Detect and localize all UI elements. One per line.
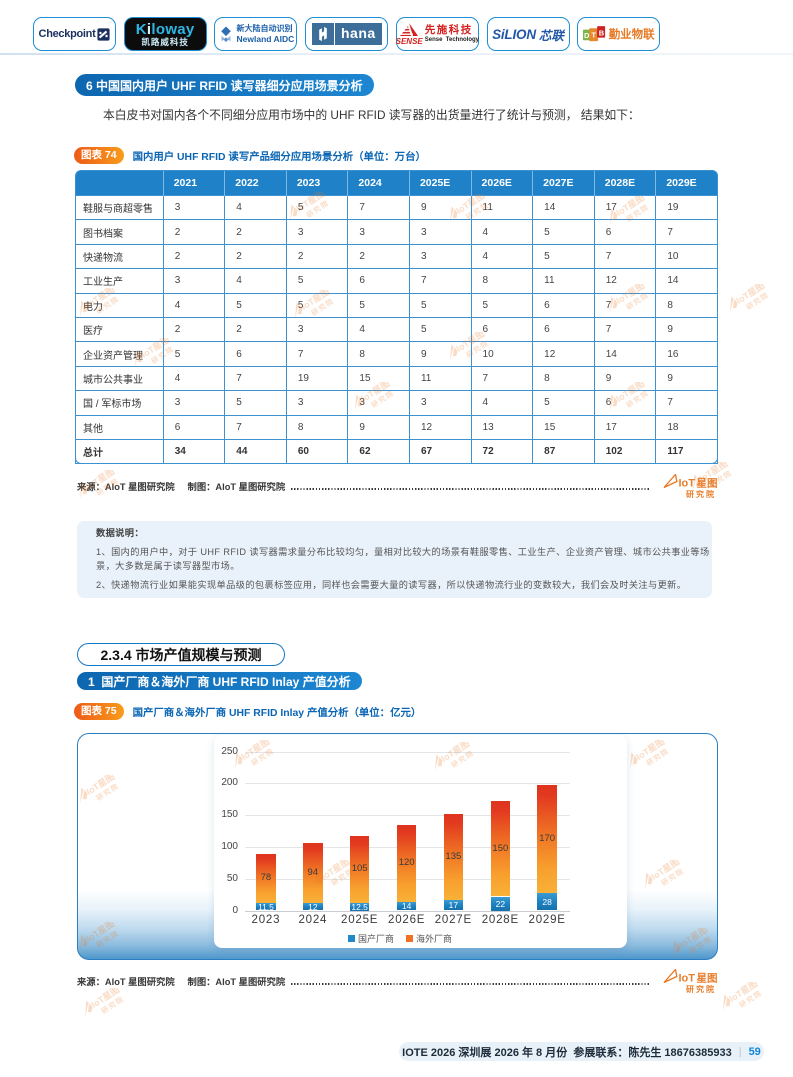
svg-text:IoT星图: IoT星图 — [734, 284, 766, 306]
svg-text:星图: 星图 — [697, 478, 718, 490]
svg-text:IoT: IoT — [679, 478, 696, 490]
svg-text:研究院: 研究院 — [100, 994, 126, 1015]
svg-text:T: T — [591, 30, 596, 39]
svg-text:IoT星图: IoT星图 — [727, 982, 759, 1004]
svg-text:研究院: 研究院 — [686, 984, 716, 993]
svg-text:研究院: 研究院 — [738, 988, 764, 1009]
svg-text:研究院: 研究院 — [745, 290, 771, 311]
svg-text:研究院: 研究院 — [686, 489, 716, 498]
svg-text:D: D — [584, 31, 590, 40]
svg-text:B: B — [598, 28, 604, 37]
svg-text:IoT: IoT — [679, 973, 696, 985]
svg-text:IoT星图: IoT星图 — [89, 988, 121, 1010]
svg-text:星图: 星图 — [697, 973, 718, 985]
